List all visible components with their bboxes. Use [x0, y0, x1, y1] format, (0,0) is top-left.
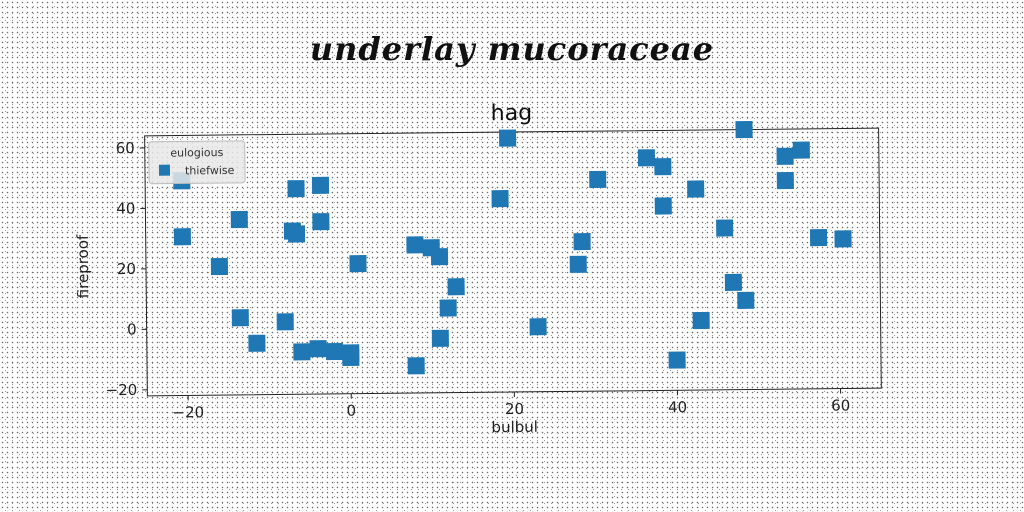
scatter-point: [325, 342, 344, 361]
scatter-point: [173, 228, 191, 246]
y-tick-label: 60: [116, 139, 135, 157]
scatter-point: [737, 291, 755, 309]
x-tick-label: 0: [347, 402, 357, 420]
legend: eulogious thiefwise: [148, 140, 246, 185]
scatter-point: [529, 318, 547, 336]
plot-area: [144, 127, 882, 397]
y-tick-label: 0: [127, 320, 137, 338]
scatter-point: [231, 309, 249, 327]
scatter-point: [809, 229, 828, 247]
scatter-point: [776, 147, 794, 165]
scatter-point: [834, 230, 852, 248]
scatter-point: [792, 141, 810, 159]
x-tick-label: 20: [505, 400, 524, 418]
scatter-point: [499, 129, 517, 147]
scatter-point: [668, 351, 686, 369]
scatter-point: [687, 180, 705, 198]
scatter-point: [287, 225, 306, 243]
scatter-point: [439, 299, 457, 317]
scatter-point: [692, 311, 710, 330]
scatter-point: [716, 219, 734, 237]
scatter-point: [735, 120, 753, 139]
scatter-point: [248, 334, 266, 352]
scatter-point: [776, 171, 794, 190]
scatter-point: [654, 197, 672, 215]
scatter-point: [342, 344, 360, 362]
x-tick-label: 40: [668, 398, 687, 416]
scatter-point: [654, 158, 672, 176]
legend-title: eulogious: [170, 146, 223, 160]
scatter-point: [447, 278, 465, 296]
scatter-point: [569, 255, 587, 273]
scatter-point: [573, 233, 591, 251]
y-tick-label: 20: [117, 260, 136, 278]
scatter-point: [276, 313, 294, 331]
scatter-point: [230, 210, 248, 229]
scatter-point: [589, 170, 607, 189]
scatter-point: [309, 340, 327, 358]
scatter-point: [311, 176, 330, 194]
x-axis-label: bulbul: [491, 418, 538, 436]
scatter-point: [431, 329, 449, 347]
scatter-point: [293, 343, 311, 361]
legend-box: [148, 140, 246, 185]
scatter-point: [312, 213, 330, 231]
scatter-point: [406, 236, 424, 254]
legend-label-thiefwise: thiefwise: [185, 164, 235, 178]
scatter-point: [407, 357, 425, 375]
y-axis-label: fireproof: [74, 234, 93, 298]
chart-title: hag: [491, 101, 533, 126]
scatter-point: [724, 273, 742, 291]
scatter-point: [637, 149, 656, 167]
scatter-point: [210, 257, 228, 276]
scatter-point: [287, 180, 305, 198]
scatter-point: [349, 255, 367, 273]
x-tick-label: −20: [172, 403, 204, 421]
y-tick-label: −20: [106, 381, 138, 399]
x-tick-label: 60: [831, 396, 850, 414]
scatter-point: [430, 248, 449, 266]
legend-marker-thiefwise: [158, 164, 171, 176]
y-tick-label: 40: [116, 199, 135, 217]
figure-suptitle: underlay mucoraceae: [309, 30, 715, 68]
scatter-point: [491, 190, 509, 208]
